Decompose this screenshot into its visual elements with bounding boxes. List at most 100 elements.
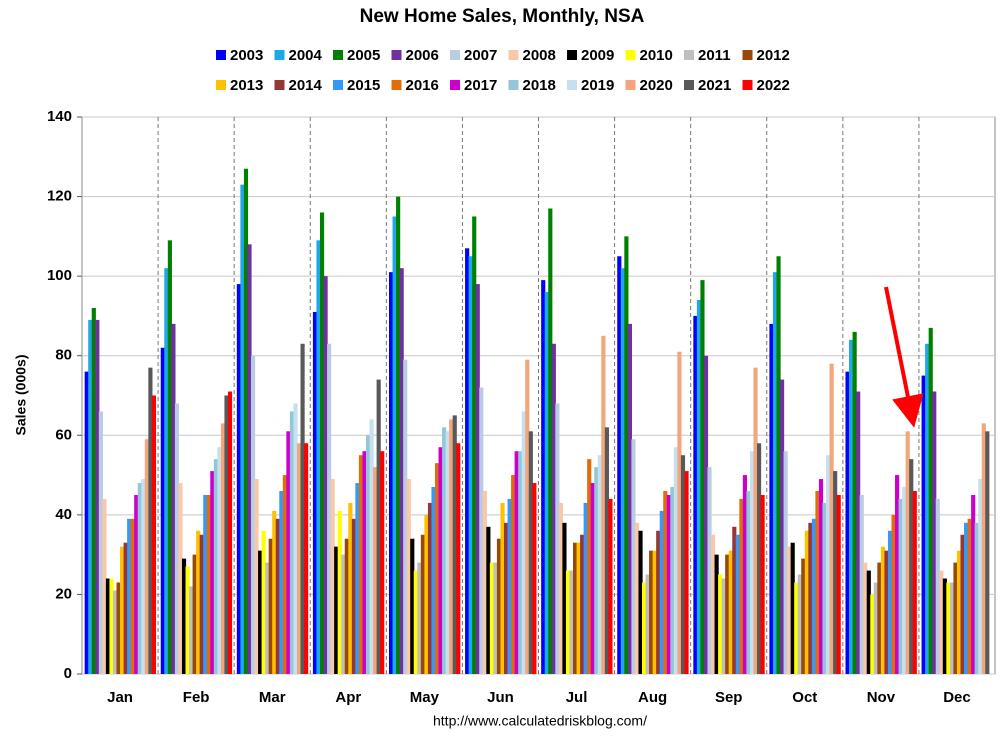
bar bbox=[863, 562, 868, 674]
bar bbox=[289, 411, 295, 674]
bar bbox=[673, 447, 678, 674]
bar bbox=[206, 494, 211, 674]
bar bbox=[656, 530, 661, 674]
bar bbox=[742, 475, 747, 674]
legend-label: 2006 bbox=[406, 47, 439, 64]
bar bbox=[424, 514, 429, 674]
bar bbox=[859, 494, 864, 674]
bar bbox=[489, 562, 494, 674]
x-tick-label: Dec bbox=[943, 689, 971, 706]
bar bbox=[649, 550, 654, 674]
x-tick-label: Nov bbox=[867, 689, 896, 706]
x-tick-label: Sep bbox=[715, 689, 743, 706]
bar bbox=[541, 280, 546, 674]
bar bbox=[905, 431, 910, 674]
bar bbox=[227, 391, 233, 674]
y-axis-label: Sales (000s) bbox=[13, 355, 29, 436]
bar bbox=[670, 487, 675, 674]
x-tick-label: Jan bbox=[107, 689, 133, 706]
bar bbox=[677, 351, 682, 674]
bar bbox=[822, 502, 827, 674]
bar bbox=[380, 451, 385, 674]
bar bbox=[912, 490, 917, 674]
bar bbox=[127, 518, 132, 674]
bar bbox=[887, 530, 893, 674]
legend-swatch bbox=[391, 50, 402, 60]
bar bbox=[617, 256, 622, 674]
bar bbox=[417, 562, 422, 674]
bar bbox=[203, 494, 208, 674]
bar bbox=[627, 323, 632, 674]
bar bbox=[942, 578, 947, 674]
bar bbox=[181, 558, 187, 674]
bar bbox=[373, 467, 378, 674]
bar bbox=[247, 244, 252, 675]
bar bbox=[511, 475, 516, 674]
bar bbox=[148, 367, 153, 674]
bar bbox=[304, 443, 309, 674]
bar bbox=[456, 443, 461, 674]
bar bbox=[978, 479, 983, 674]
bar bbox=[300, 343, 305, 674]
chart-title: New Home Sales, Monthly, NSA bbox=[360, 6, 645, 27]
bar bbox=[808, 522, 813, 674]
bar bbox=[898, 498, 903, 674]
bar bbox=[780, 379, 785, 674]
bar bbox=[199, 534, 204, 674]
bar bbox=[293, 403, 298, 674]
bar bbox=[240, 184, 245, 674]
bar bbox=[815, 490, 820, 674]
bar bbox=[707, 467, 712, 674]
bar bbox=[790, 542, 795, 674]
legend-swatch bbox=[742, 80, 753, 90]
bar bbox=[250, 355, 256, 674]
bar bbox=[555, 403, 560, 674]
bar bbox=[507, 498, 512, 674]
bar bbox=[594, 467, 599, 674]
bar bbox=[949, 582, 955, 674]
bar bbox=[220, 423, 226, 674]
x-tick-label: Feb bbox=[183, 689, 210, 706]
bar bbox=[746, 490, 751, 674]
bar bbox=[376, 379, 381, 674]
bar bbox=[845, 371, 850, 674]
y-tick-label: 60 bbox=[55, 426, 72, 443]
bar bbox=[558, 502, 563, 674]
bar bbox=[518, 451, 523, 674]
bar bbox=[396, 196, 401, 675]
bar bbox=[787, 546, 792, 674]
bar bbox=[514, 451, 519, 674]
bar bbox=[210, 471, 215, 674]
bar bbox=[388, 272, 394, 674]
bar bbox=[496, 538, 502, 674]
legend-swatch bbox=[567, 50, 577, 60]
bar bbox=[348, 502, 353, 674]
bar bbox=[849, 339, 854, 674]
bar bbox=[836, 494, 841, 674]
bar bbox=[431, 487, 436, 674]
bar bbox=[684, 471, 689, 674]
bar bbox=[413, 570, 418, 674]
bar bbox=[652, 550, 657, 674]
bar bbox=[659, 510, 664, 674]
bar bbox=[776, 256, 781, 674]
bar bbox=[112, 590, 118, 674]
bar bbox=[703, 355, 709, 674]
x-tick-label: Mar bbox=[259, 689, 286, 706]
bar bbox=[608, 498, 613, 674]
bar bbox=[369, 419, 374, 674]
bar bbox=[137, 483, 142, 674]
bar bbox=[895, 475, 900, 674]
legend-label: 2012 bbox=[757, 47, 790, 64]
legend-swatch bbox=[684, 50, 694, 60]
bar bbox=[272, 510, 277, 674]
bar bbox=[254, 479, 259, 674]
legend-label: 2016 bbox=[406, 77, 439, 94]
bar bbox=[833, 471, 838, 674]
x-tick-label: Jun bbox=[487, 689, 514, 706]
legend-label: 2017 bbox=[464, 77, 497, 94]
bar bbox=[645, 574, 650, 674]
x-tick-label: Oct bbox=[792, 689, 817, 706]
bar bbox=[700, 280, 705, 674]
